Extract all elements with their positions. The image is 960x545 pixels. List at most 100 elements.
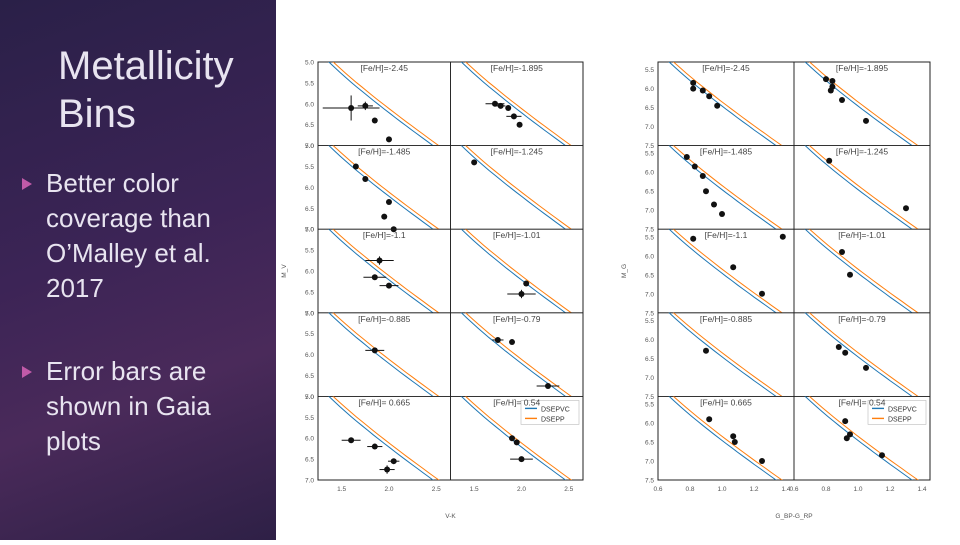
- data-point: [518, 456, 525, 463]
- y-tick-label: 6.0: [305, 185, 314, 192]
- dsepp-curve: [672, 62, 783, 146]
- dsepvc-curve: [804, 396, 913, 480]
- x-tick-label: 0.6: [789, 486, 798, 493]
- data-point: [699, 173, 706, 179]
- y-tick-label: 7.0: [305, 143, 314, 150]
- data-point: [719, 211, 725, 217]
- panel-frame: [793, 395, 931, 481]
- bullet-arrow-icon: [22, 178, 32, 190]
- y-tick-label: 7.0: [305, 478, 314, 485]
- panel-frame: [317, 228, 451, 314]
- y-tick-label: 6.5: [305, 373, 314, 380]
- dsepp-curve: [808, 396, 919, 480]
- data-point: [471, 159, 478, 166]
- data-point: [829, 78, 836, 84]
- dsepvc-curve: [668, 145, 777, 230]
- panel-label: [Fe/H]=-2.45: [361, 63, 409, 73]
- y-tick-label: 6.0: [645, 421, 654, 428]
- panel-frame: [657, 228, 795, 314]
- y-tick-label: 7.0: [305, 227, 314, 234]
- y-tick-label: 5.5: [645, 318, 654, 325]
- dsepvc-curve: [668, 229, 777, 313]
- y-tick-label: 6.0: [305, 101, 314, 108]
- data-point: [703, 188, 709, 195]
- y-tick-label: 7.5: [645, 143, 654, 150]
- data-point: [544, 382, 551, 389]
- panel-4: [317, 228, 451, 314]
- x-tick-label: 1.0: [853, 486, 862, 493]
- panel-label: [Fe/H]=-1.485: [700, 147, 752, 157]
- panel-label: [Fe/H]= 0.54: [493, 397, 540, 407]
- x-tick-label: 1.2: [885, 486, 894, 493]
- x-tick-label: 2.5: [432, 486, 441, 493]
- bullet-error-bars: Error bars are shown in Gaia plots: [22, 354, 246, 459]
- panel-frame: [317, 312, 451, 397]
- data-point: [863, 364, 869, 371]
- dsepp-curve: [464, 229, 573, 313]
- data-point: [863, 117, 869, 124]
- y-axis-label: M_V: [281, 264, 288, 278]
- y-tick-label: 6.0: [645, 253, 654, 260]
- chart-1: [657, 61, 931, 481]
- legend-label: DSEPP: [541, 416, 565, 423]
- y-tick-label: 7.0: [305, 394, 314, 401]
- y-tick-label: 7.5: [645, 227, 654, 234]
- y-tick-label: 5.5: [645, 67, 654, 74]
- data-point: [703, 347, 709, 354]
- x-tick-label: 1.5: [337, 486, 346, 493]
- data-point: [518, 290, 525, 297]
- data-point: [509, 339, 516, 346]
- data-point: [706, 416, 713, 423]
- dsepvc-curve: [668, 62, 777, 146]
- panel-5: [450, 228, 584, 314]
- dsepvc-curve: [328, 145, 434, 230]
- data-point: [839, 249, 845, 255]
- data-point: [505, 104, 512, 111]
- metallicity-grid-charts: [Fe/H]=-2.45 [Fe/H]=-1.895 [Fe/H]=-1.485 [F…: [281, 60, 931, 520]
- chart-area: [Fe/H]=-2.45 [Fe/H]=-1.895 [Fe/H]=-1.485 [F…: [276, 0, 960, 540]
- bullet-arrow-icon: [22, 366, 32, 378]
- data-point: [706, 93, 713, 100]
- dsepvc-curve: [328, 62, 434, 146]
- panel-9: [793, 395, 931, 481]
- y-tick-label: 5.5: [645, 234, 654, 241]
- x-tick-label: 0.6: [653, 486, 662, 493]
- panel-2: [657, 145, 795, 240]
- data-point: [516, 121, 523, 128]
- panel-label: [Fe/H]=-1.895: [491, 63, 543, 73]
- panel-label: [Fe/H]=-1.485: [358, 147, 410, 157]
- data-point: [759, 458, 765, 464]
- legend-label: DSEPP: [888, 416, 912, 423]
- panel-frame: [657, 312, 795, 397]
- panel-frame: [317, 61, 451, 146]
- dsepp-curve: [332, 396, 440, 480]
- panel-frame: [793, 228, 931, 314]
- panel-frame: [793, 312, 931, 397]
- dsepp-curve: [464, 145, 573, 230]
- y-axis-label: M_G: [621, 264, 628, 278]
- y-tick-label: 5.0: [305, 143, 314, 150]
- y-tick-label: 6.5: [645, 189, 654, 196]
- bullet-text: Better color coverage than O’Malley et a…: [46, 168, 211, 303]
- data-point: [362, 176, 369, 183]
- y-tick-label: 5.5: [305, 331, 314, 338]
- dsepp-curve: [464, 396, 573, 480]
- y-tick-label: 5.5: [645, 402, 654, 409]
- x-tick-label: 0.8: [685, 486, 694, 493]
- x-tick-label: 2.0: [517, 486, 526, 493]
- panel-label: [Fe/H]= 0.665: [700, 397, 752, 407]
- data-point: [510, 113, 517, 120]
- legend-label: DSEPVC: [541, 406, 570, 413]
- y-tick-label: 7.0: [645, 208, 654, 215]
- dsepp-curve: [464, 312, 573, 397]
- data-point: [843, 435, 850, 442]
- data-point: [509, 435, 516, 442]
- data-point: [683, 154, 690, 160]
- dsepvc-curve: [668, 312, 777, 397]
- dsepvc-curve: [668, 396, 777, 480]
- panel-frame: [793, 61, 931, 146]
- data-point: [826, 157, 833, 164]
- y-tick-label: 6.0: [645, 86, 654, 93]
- panel-label: [Fe/H]=-1.895: [836, 63, 888, 73]
- data-point: [371, 274, 378, 281]
